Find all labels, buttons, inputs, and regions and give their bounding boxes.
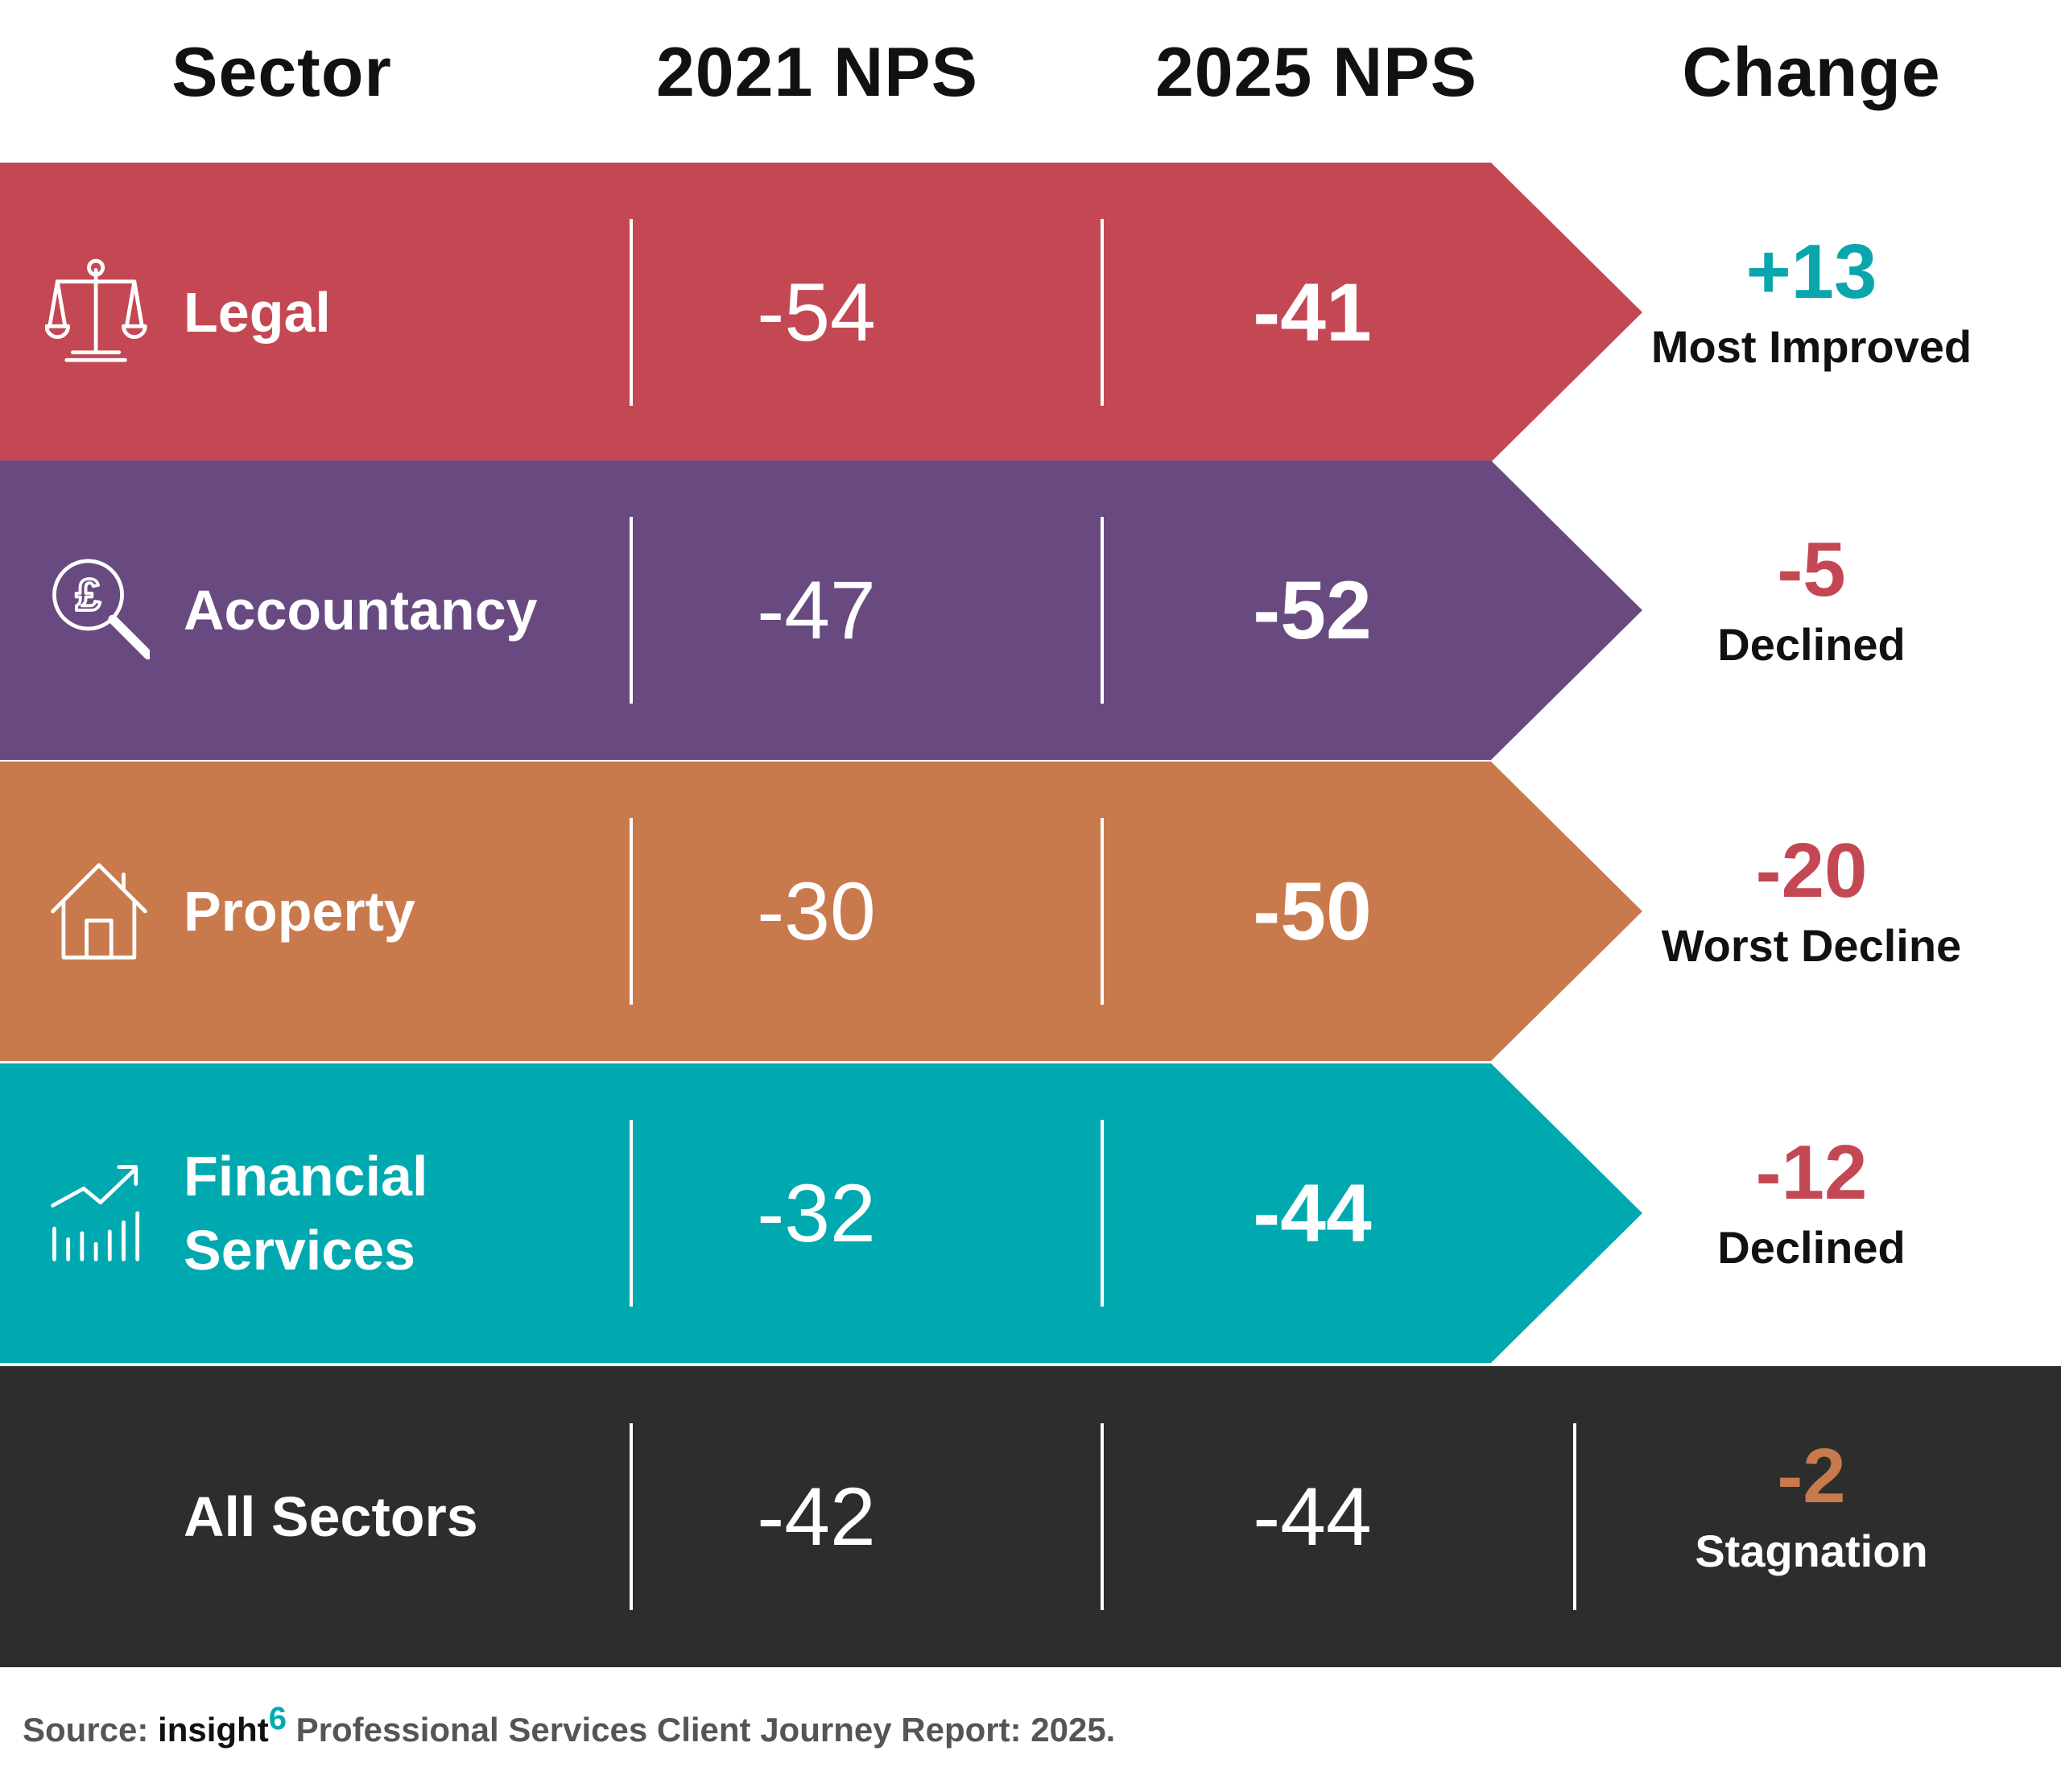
- house-icon: [45, 855, 150, 972]
- nps-2025-value: -52: [1253, 564, 1372, 656]
- column-divider: [1101, 1423, 1104, 1610]
- source-brand-name: insight: [158, 1711, 269, 1749]
- column-divider: [630, 517, 633, 704]
- change-caption: Worst Decline: [1661, 920, 1962, 971]
- pound-magnifier-icon: £: [45, 554, 153, 671]
- column-divider: [1101, 517, 1104, 704]
- nps-2025-value: -44: [1253, 1471, 1372, 1563]
- scales-icon: [44, 256, 150, 373]
- column-divider: [630, 1120, 633, 1307]
- nps-2021-value: -54: [757, 266, 876, 358]
- nps-2025-value: -41: [1253, 266, 1372, 358]
- table-row: Legal -54 -41 +13 Most Improved: [0, 163, 2061, 462]
- change-caption: Declined: [1717, 619, 1906, 670]
- column-divider: [630, 219, 633, 406]
- source-prefix: Source:: [23, 1711, 149, 1749]
- row-arrow-band: [0, 163, 1642, 462]
- source-brand-sup: 6: [268, 1701, 287, 1736]
- change-value: -5: [1777, 526, 1846, 613]
- column-divider: [1101, 219, 1104, 406]
- change-caption: Stagnation: [1695, 1526, 1928, 1576]
- header-change: Change: [1682, 34, 1941, 111]
- svg-text:£: £: [76, 570, 101, 620]
- source-brand: insight6: [158, 1701, 287, 1749]
- row-arrow-band: [0, 762, 1642, 1061]
- nps-2025-value: -50: [1253, 865, 1372, 957]
- table-row: £ Accountancy -47 -52 -5 Declined: [0, 460, 2061, 760]
- change-value: -12: [1755, 1129, 1868, 1216]
- nps-2021-value: -32: [757, 1167, 876, 1259]
- change-value: +13: [1745, 229, 1877, 315]
- sector-label-line: Financial: [184, 1145, 428, 1208]
- change-value: -2: [1777, 1433, 1846, 1519]
- source-text: Professional Services Client Journey Rep…: [295, 1711, 1116, 1749]
- row-arrow-band: [0, 460, 1642, 760]
- total-row: All Sectors -42 -44 -2 Stagnation: [0, 1366, 2061, 1667]
- sector-label: Legal: [184, 281, 331, 344]
- sector-label-line: Services: [184, 1219, 416, 1282]
- sector-label: Property: [184, 880, 415, 943]
- sector-label: All Sectors: [184, 1485, 478, 1548]
- total-band: [0, 1366, 2061, 1667]
- nps-2025-value: -44: [1253, 1167, 1372, 1259]
- source-note: Source: insight6 Professional Services C…: [23, 1695, 1115, 1754]
- nps-2021-value: -42: [757, 1471, 876, 1563]
- change-caption: Most Improved: [1650, 321, 1972, 372]
- nps-2021-value: -47: [757, 564, 876, 656]
- row-arrow-band: [0, 1063, 1642, 1363]
- column-divider: [1101, 818, 1104, 1005]
- sector-label: Accountancy: [184, 579, 538, 642]
- header-2021-nps: 2021 NPS: [655, 34, 979, 111]
- nps-2021-value: -30: [757, 865, 876, 957]
- column-divider: [630, 1423, 633, 1610]
- header-2025-nps: 2025 NPS: [1154, 34, 1478, 111]
- change-caption: Declined: [1717, 1222, 1906, 1273]
- header-sector: Sector: [171, 34, 392, 111]
- column-divider: [1101, 1120, 1104, 1307]
- change-value: -20: [1755, 828, 1868, 914]
- column-divider: [1573, 1423, 1576, 1610]
- sector-label: Financial Services: [184, 1139, 427, 1287]
- table-row: Financial Services -32 -44 -12 Declined: [0, 1063, 2061, 1363]
- growth-chart-icon: [45, 1157, 150, 1274]
- column-divider: [630, 818, 633, 1005]
- table-row: Property -30 -50 -20 Worst Decline: [0, 762, 2061, 1061]
